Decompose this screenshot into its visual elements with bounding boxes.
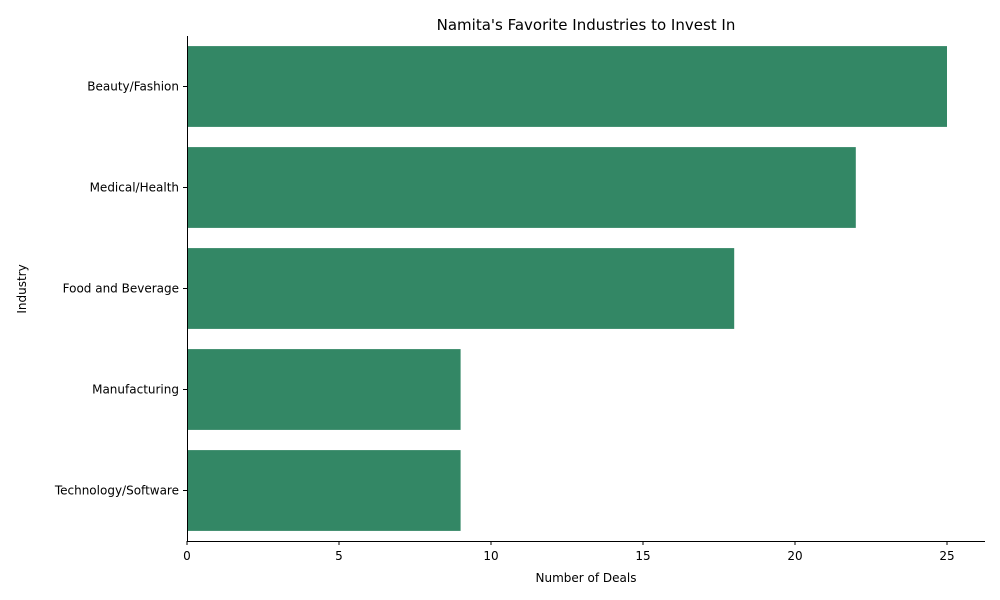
y-axis-label: Industry	[15, 264, 29, 313]
y-axis-ticks: Beauty/Fashion Medical/Health Food and Bev…	[54, 80, 187, 498]
bar-medical-health	[187, 147, 856, 228]
y-tick-label: Technology/Software	[54, 484, 179, 498]
bar-technology-software	[187, 450, 461, 531]
x-tick-label: 0	[183, 549, 191, 563]
x-axis-label: Number of Deals	[536, 571, 637, 585]
y-tick-label: Medical/Health	[90, 181, 179, 195]
x-tick-label: 5	[335, 549, 343, 563]
bars-group	[187, 46, 947, 531]
chart-title: Namita's Favorite Industries to Invest I…	[437, 16, 736, 34]
bar-manufacturing	[187, 349, 461, 430]
x-tick-label: 10	[483, 549, 498, 563]
x-axis-ticks: 0 5 10 15 20 25	[183, 541, 955, 563]
y-tick-label: Manufacturing	[92, 383, 179, 397]
x-tick-label: 15	[635, 549, 650, 563]
bar-food-and-beverage	[187, 248, 735, 329]
x-tick-label: 25	[939, 549, 954, 563]
bar-beauty-fashion	[187, 46, 947, 127]
y-tick-label: Beauty/Fashion	[87, 80, 179, 94]
y-tick-label: Food and Beverage	[63, 282, 179, 296]
x-tick-label: 20	[787, 549, 802, 563]
